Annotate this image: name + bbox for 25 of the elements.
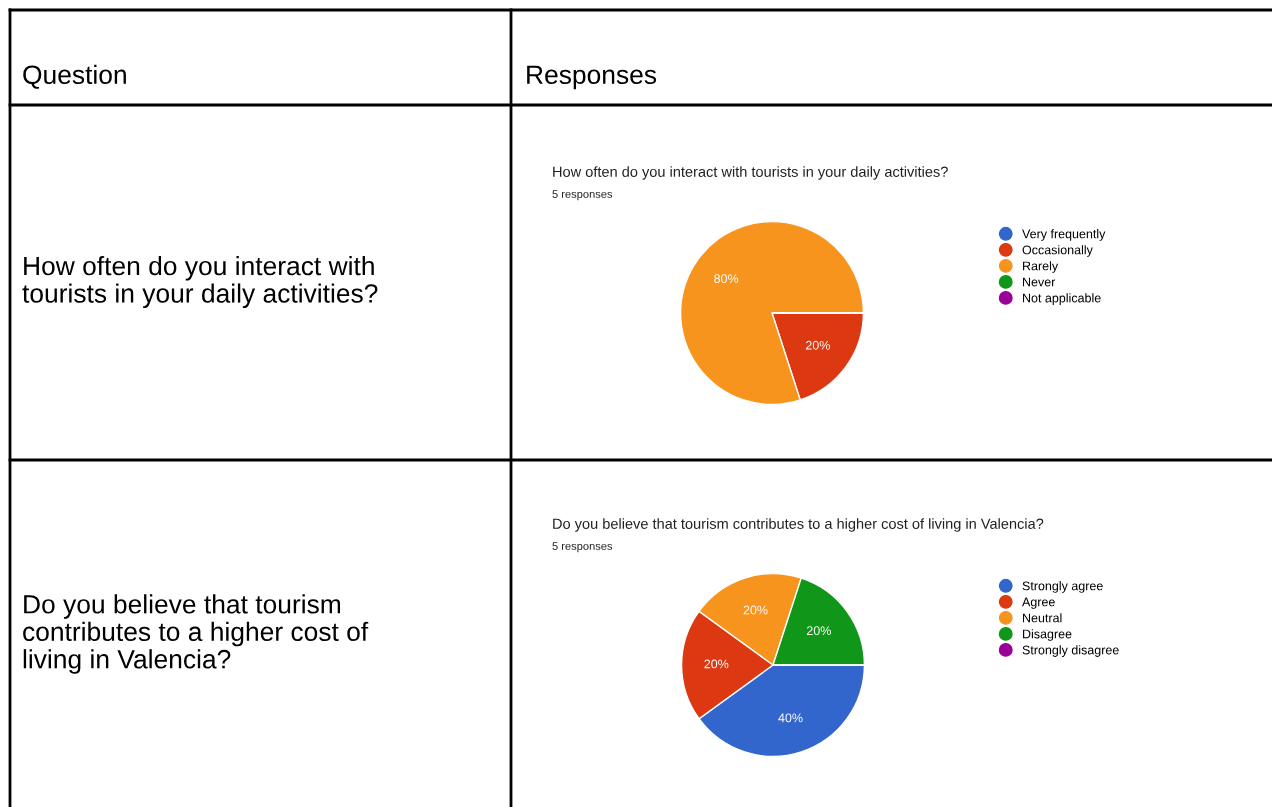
text: Question bbox=[23, 64, 126, 89]
text: 5 responses bbox=[552, 190, 613, 201]
data-label: 20% bbox=[806, 626, 831, 636]
legend-label: Agree bbox=[1022, 597, 1055, 609]
legend-label: Never bbox=[1023, 277, 1056, 287]
legend-label: Neutral bbox=[1023, 613, 1062, 623]
text: Responses bbox=[527, 65, 657, 90]
legend-label: Not applicable bbox=[1023, 293, 1101, 305]
data-label: 20% bbox=[743, 605, 768, 615]
legend-label: Rarely bbox=[1023, 261, 1059, 273]
pie-slice bbox=[679, 220, 865, 406]
chart-title: Do you believe that tourism contributes to a higher cost of living in Valencia? bbox=[553, 518, 1044, 532]
legend-label: Occasionally bbox=[1022, 245, 1093, 257]
data-label: 20% bbox=[704, 659, 729, 669]
legend-label: Very frequently bbox=[1022, 229, 1106, 241]
legend-label: Strongly agree bbox=[1022, 581, 1103, 593]
text: Do you believe that tourism contributes to a higher cost of living in Valencia? bbox=[23, 594, 369, 674]
legend-label: Disagree bbox=[1023, 629, 1072, 641]
data-label: 40% bbox=[778, 713, 803, 723]
text: How often do you interact with tourists in your daily activities? bbox=[22, 255, 378, 309]
data-label: 20% bbox=[805, 340, 830, 350]
text: 5 responses bbox=[552, 542, 613, 553]
chart-title: How often do you interact with tourists in your daily activities? bbox=[553, 166, 948, 180]
legend-label: Strongly disagree bbox=[1022, 645, 1119, 657]
data-label: 80% bbox=[714, 274, 739, 284]
